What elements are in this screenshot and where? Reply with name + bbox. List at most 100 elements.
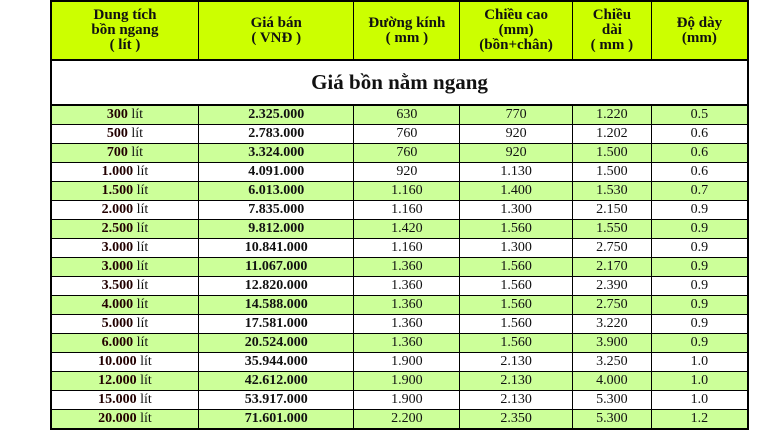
capacity-value: 3.000 xyxy=(101,240,134,255)
capacity-unit: lít xyxy=(136,278,149,293)
height-cell: 1.300 xyxy=(459,200,573,220)
table-row: 15.000 lít 53.917.000 1.900 2.130 5.300 1.0 xyxy=(50,390,749,410)
capacity-unit: lít xyxy=(136,164,149,179)
diameter-cell: 920 xyxy=(353,162,461,182)
capacity-value: 500 xyxy=(106,126,128,141)
diameter-cell: 1.360 xyxy=(353,333,461,353)
capacity-value: 3.000 xyxy=(101,259,134,274)
length-cell: 5.300 xyxy=(571,409,652,430)
length-cell: 2.170 xyxy=(571,257,652,277)
capacity-value: 5.000 xyxy=(101,316,134,331)
price-cell: 17.581.000 xyxy=(197,314,355,334)
capacity-value: 15.000 xyxy=(98,392,137,407)
table-row: 20.000 lít 71.601.000 2.200 2.350 5.300 1.2 xyxy=(50,409,749,430)
capacity-cell: 15.000 lít xyxy=(50,390,199,410)
capacity-unit: lít xyxy=(131,126,144,141)
capacity-cell: 500 lít xyxy=(50,124,199,144)
capacity-cell: 12.000 lít xyxy=(50,371,199,391)
length-cell: 1.550 xyxy=(571,219,652,239)
length-cell: 1.500 xyxy=(571,143,652,163)
length-cell: 2.150 xyxy=(571,200,652,220)
capacity-value: 12.000 xyxy=(98,373,137,388)
column-header: Độ dày (mm) xyxy=(650,0,749,61)
diameter-cell: 760 xyxy=(353,124,461,144)
length-cell: 3.900 xyxy=(571,333,652,353)
capacity-value: 2.500 xyxy=(101,221,134,236)
height-cell: 920 xyxy=(459,124,573,144)
table-row: 1.500 lít 6.013.000 1.160 1.400 1.530 0.7 xyxy=(50,181,749,201)
capacity-value: 6.000 xyxy=(101,335,134,350)
height-cell: 1.560 xyxy=(459,314,573,334)
price-cell: 2.325.000 xyxy=(197,104,355,125)
table-row: 3.000 lít 11.067.000 1.360 1.560 2.170 0.9 xyxy=(50,257,749,277)
price-cell: 53.917.000 xyxy=(197,390,355,410)
height-cell: 2.130 xyxy=(459,371,573,391)
capacity-unit: lít xyxy=(140,392,152,407)
table-row: 3.000 lít 10.841.000 1.160 1.300 2.750 0.9 xyxy=(50,238,749,258)
height-cell: 1.560 xyxy=(459,276,573,296)
height-cell: 920 xyxy=(459,143,573,163)
height-cell: 1.560 xyxy=(459,257,573,277)
price-cell: 7.835.000 xyxy=(197,200,355,220)
capacity-value: 3.500 xyxy=(101,278,134,293)
header-row: Dung tích bồn ngang ( lít ) Giá bán ( VNĐ… xyxy=(50,0,749,61)
length-cell: 1.202 xyxy=(571,124,652,144)
thickness-cell: 0.6 xyxy=(650,162,749,182)
height-cell: 1.560 xyxy=(459,219,573,239)
height-cell: 1.560 xyxy=(459,333,573,353)
price-cell: 42.612.000 xyxy=(197,371,355,391)
capacity-value: 4.000 xyxy=(101,297,134,312)
thickness-cell: 0.9 xyxy=(650,257,749,277)
capacity-value: 300 xyxy=(106,107,128,122)
diameter-cell: 1.900 xyxy=(353,371,461,391)
price-cell: 11.067.000 xyxy=(197,257,355,277)
length-cell: 5.300 xyxy=(571,390,652,410)
diameter-cell: 1.160 xyxy=(353,238,461,258)
table-row: 4.000 lít 14.588.000 1.360 1.560 2.750 0.9 xyxy=(50,295,749,315)
height-cell: 770 xyxy=(459,104,573,125)
table-title: Giá bồn nằm ngang xyxy=(50,59,749,106)
diameter-cell: 1.420 xyxy=(353,219,461,239)
thickness-cell: 0.9 xyxy=(650,276,749,296)
table-row: 2.000 lít 7.835.000 1.160 1.300 2.150 0.9 xyxy=(50,200,749,220)
capacity-value: 1.500 xyxy=(101,183,134,198)
capacity-cell: 300 lít xyxy=(50,104,199,125)
height-cell: 1.300 xyxy=(459,238,573,258)
table-row: 300 lít 2.325.000 630 770 1.220 0.5 xyxy=(50,104,749,125)
table-row: 700 lít 3.324.000 760 920 1.500 0.6 xyxy=(50,143,749,163)
capacity-cell: 2.500 lít xyxy=(50,219,199,239)
table-row: 3.500 lít 12.820.000 1.360 1.560 2.390 0.9 xyxy=(50,276,749,296)
capacity-unit: lít xyxy=(140,373,152,388)
thickness-cell: 1.0 xyxy=(650,371,749,391)
length-cell: 3.250 xyxy=(571,352,652,372)
capacity-cell: 3.000 lít xyxy=(50,257,199,277)
price-cell: 2.783.000 xyxy=(197,124,355,144)
length-cell: 1.500 xyxy=(571,162,652,182)
thickness-cell: 0.7 xyxy=(650,181,749,201)
capacity-value: 700 xyxy=(106,145,128,160)
capacity-cell: 10.000 lít xyxy=(50,352,199,372)
thickness-cell: 0.6 xyxy=(650,143,749,163)
title-row: Giá bồn nằm ngang xyxy=(50,59,749,106)
capacity-value: 1.000 xyxy=(101,164,134,179)
price-cell: 35.944.000 xyxy=(197,352,355,372)
length-cell: 1.530 xyxy=(571,181,652,201)
diameter-cell: 630 xyxy=(353,104,461,125)
table-row: 10.000 lít 35.944.000 1.900 2.130 3.250 1.0 xyxy=(50,352,749,372)
capacity-unit: lít xyxy=(136,335,149,350)
height-cell: 1.400 xyxy=(459,181,573,201)
capacity-cell: 5.000 lít xyxy=(50,314,199,334)
price-cell: 14.588.000 xyxy=(197,295,355,315)
price-table: Dung tích bồn ngang ( lít ) Giá bán ( VNĐ… xyxy=(50,0,749,430)
thickness-cell: 0.9 xyxy=(650,333,749,353)
thickness-cell: 0.9 xyxy=(650,314,749,334)
capacity-cell: 700 lít xyxy=(50,143,199,163)
length-cell: 1.220 xyxy=(571,104,652,125)
price-cell: 3.324.000 xyxy=(197,143,355,163)
price-cell: 6.013.000 xyxy=(197,181,355,201)
thickness-cell: 0.9 xyxy=(650,295,749,315)
diameter-cell: 1.360 xyxy=(353,276,461,296)
diameter-cell: 1.360 xyxy=(353,295,461,315)
capacity-value: 2.000 xyxy=(101,202,134,217)
thickness-cell: 1.0 xyxy=(650,352,749,372)
